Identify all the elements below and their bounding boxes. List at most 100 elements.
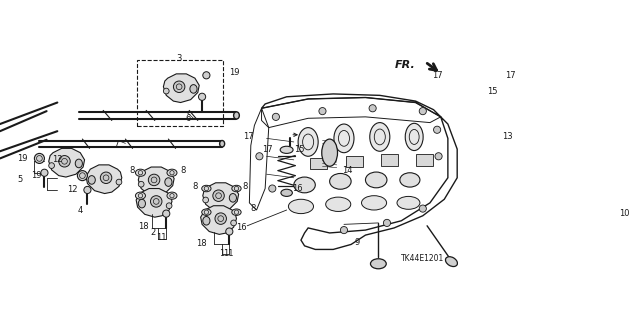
Text: 5: 5 [18, 175, 23, 184]
Text: 17: 17 [432, 71, 443, 80]
Circle shape [138, 182, 144, 187]
Circle shape [256, 153, 263, 160]
Circle shape [198, 93, 205, 100]
Ellipse shape [234, 112, 239, 119]
Text: 2: 2 [150, 228, 156, 237]
Circle shape [340, 226, 348, 234]
Circle shape [213, 190, 224, 201]
Circle shape [419, 205, 426, 212]
Ellipse shape [289, 199, 314, 214]
Text: 19: 19 [17, 154, 28, 163]
Circle shape [41, 169, 48, 176]
Polygon shape [381, 154, 399, 166]
Ellipse shape [330, 174, 351, 189]
Circle shape [383, 219, 390, 226]
Text: 11: 11 [223, 249, 233, 257]
Text: 11: 11 [156, 233, 166, 242]
Text: 12: 12 [52, 155, 63, 164]
Ellipse shape [365, 172, 387, 188]
Text: 17: 17 [262, 145, 272, 154]
Circle shape [150, 196, 162, 207]
Ellipse shape [138, 199, 145, 208]
Circle shape [59, 156, 70, 167]
Text: 14: 14 [342, 166, 353, 175]
Ellipse shape [405, 123, 423, 151]
Ellipse shape [326, 197, 351, 211]
Circle shape [166, 203, 172, 209]
Ellipse shape [167, 192, 177, 199]
Text: 13: 13 [502, 132, 512, 141]
Circle shape [203, 197, 209, 203]
Ellipse shape [400, 173, 420, 187]
Ellipse shape [298, 128, 318, 156]
Circle shape [163, 88, 169, 94]
Ellipse shape [232, 185, 241, 192]
Polygon shape [346, 156, 364, 167]
Polygon shape [163, 74, 199, 102]
Circle shape [319, 108, 326, 115]
Ellipse shape [232, 209, 241, 215]
Ellipse shape [370, 122, 390, 151]
Circle shape [215, 213, 227, 224]
Ellipse shape [229, 194, 236, 202]
Circle shape [203, 72, 210, 79]
Polygon shape [138, 167, 174, 196]
Circle shape [77, 171, 88, 181]
Ellipse shape [136, 192, 145, 199]
Circle shape [84, 186, 91, 194]
Polygon shape [201, 206, 236, 234]
Ellipse shape [88, 176, 95, 184]
Circle shape [100, 172, 112, 183]
Circle shape [435, 153, 442, 160]
Circle shape [49, 163, 54, 168]
Text: 12: 12 [67, 185, 77, 195]
Text: 6: 6 [185, 114, 191, 123]
Ellipse shape [136, 169, 145, 176]
Text: 4: 4 [77, 205, 83, 214]
Text: FR.: FR. [395, 60, 415, 70]
Text: 7: 7 [113, 141, 119, 150]
Text: 8: 8 [180, 166, 186, 175]
Ellipse shape [281, 189, 292, 197]
Ellipse shape [190, 85, 197, 93]
Polygon shape [415, 154, 433, 166]
Text: 8: 8 [129, 166, 134, 175]
Text: 16: 16 [292, 184, 303, 193]
Polygon shape [203, 183, 239, 211]
Text: 1: 1 [220, 249, 225, 257]
Circle shape [116, 179, 122, 185]
Circle shape [148, 174, 160, 186]
Polygon shape [310, 158, 328, 169]
Ellipse shape [165, 178, 172, 186]
Circle shape [465, 128, 478, 141]
Text: 17: 17 [505, 71, 516, 80]
Text: 19: 19 [230, 68, 240, 77]
Ellipse shape [371, 259, 387, 269]
Text: TK44E1201: TK44E1201 [401, 254, 445, 263]
Circle shape [163, 210, 170, 217]
Ellipse shape [202, 185, 211, 192]
Ellipse shape [362, 196, 387, 210]
Text: 15: 15 [487, 87, 498, 96]
Circle shape [465, 80, 478, 93]
Ellipse shape [202, 209, 211, 215]
Ellipse shape [203, 217, 210, 225]
Ellipse shape [280, 146, 293, 153]
Text: 19: 19 [31, 171, 42, 180]
Ellipse shape [294, 177, 316, 193]
Circle shape [369, 105, 376, 112]
Circle shape [433, 126, 441, 133]
Circle shape [269, 185, 276, 192]
Text: 17: 17 [243, 132, 253, 141]
Text: 8: 8 [251, 204, 256, 213]
Text: 3: 3 [177, 54, 182, 63]
Ellipse shape [334, 124, 354, 153]
Ellipse shape [445, 257, 458, 267]
Ellipse shape [397, 197, 420, 209]
Circle shape [173, 81, 185, 93]
Text: 8: 8 [193, 182, 198, 191]
Text: 18: 18 [196, 239, 206, 248]
Text: 10: 10 [619, 209, 630, 218]
Circle shape [419, 108, 426, 115]
Polygon shape [86, 165, 122, 194]
